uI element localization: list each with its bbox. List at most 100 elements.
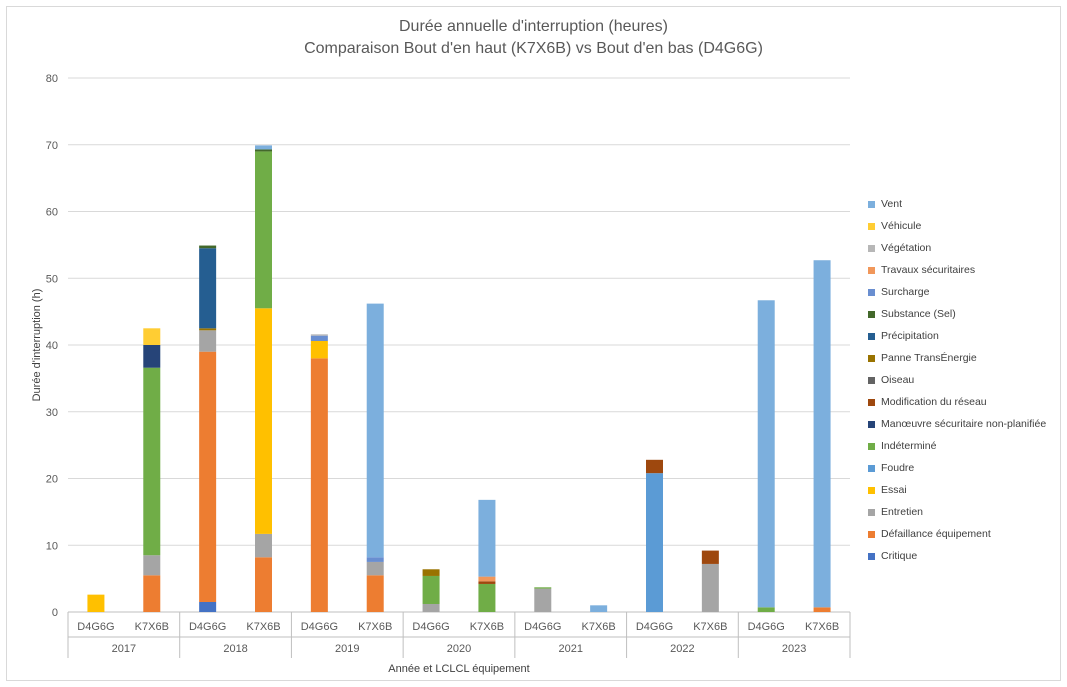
legend-label: Substance (Sel) bbox=[881, 308, 956, 320]
bar-segment bbox=[199, 330, 217, 352]
legend-item: Indéterminé bbox=[868, 435, 1063, 457]
legend-swatch bbox=[868, 354, 875, 362]
bar-segment bbox=[422, 603, 440, 612]
y-tick-label: 20 bbox=[46, 474, 58, 486]
legend-swatch bbox=[868, 420, 875, 428]
bar-segment bbox=[199, 328, 217, 331]
bar-segment bbox=[255, 151, 272, 309]
y-tick-label: 10 bbox=[46, 540, 58, 552]
legend-swatch bbox=[868, 442, 875, 450]
legend-item: Panne TransÉnergie bbox=[868, 347, 1063, 369]
bar-segment bbox=[534, 588, 552, 612]
legend-label: Foudre bbox=[881, 462, 915, 474]
legend-label: Véhicule bbox=[881, 220, 922, 232]
legend-swatch bbox=[868, 310, 875, 318]
year-label: 2018 bbox=[223, 643, 247, 655]
bar-segment bbox=[701, 550, 719, 564]
bar-segment bbox=[199, 351, 217, 602]
y-tick-label: 70 bbox=[46, 140, 58, 152]
year-label: 2019 bbox=[335, 643, 359, 655]
legend-swatch bbox=[868, 464, 875, 472]
legend-swatch bbox=[868, 332, 875, 340]
bar-segment bbox=[646, 459, 663, 474]
x-tick-label: D4G6G bbox=[301, 621, 338, 633]
legend-label: Défaillance équipement bbox=[881, 528, 991, 540]
x-tick-label: D4G6G bbox=[748, 621, 785, 633]
legend-swatch bbox=[868, 552, 875, 560]
legend-label: Précipitation bbox=[881, 330, 939, 342]
y-tick-label: 40 bbox=[46, 340, 58, 352]
legend-swatch bbox=[868, 244, 875, 252]
y-axis-title: Durée d'interruption (h) bbox=[31, 289, 43, 402]
bar-segment bbox=[143, 575, 161, 612]
legend-item: Modification du réseau bbox=[868, 391, 1063, 413]
legend-item: Substance (Sel) bbox=[868, 303, 1063, 325]
bar-segment bbox=[310, 358, 328, 612]
legend-swatch bbox=[868, 398, 875, 406]
bar-segment bbox=[478, 581, 496, 584]
bar-segment bbox=[757, 300, 775, 608]
bar-segment bbox=[590, 605, 608, 612]
bar-segment bbox=[143, 328, 161, 345]
legend-swatch bbox=[868, 200, 875, 208]
bar-segment bbox=[422, 575, 440, 604]
legend-label: Entretien bbox=[881, 506, 924, 518]
year-label: 2020 bbox=[447, 643, 471, 655]
bar-segment bbox=[478, 583, 496, 612]
legend-label: Vent bbox=[881, 198, 903, 210]
x-tick-label: K7X6B bbox=[135, 621, 169, 633]
y-tick-label: 50 bbox=[46, 273, 58, 285]
bar-segment bbox=[143, 367, 161, 556]
x-tick-label: D4G6G bbox=[636, 621, 673, 633]
legend-swatch bbox=[868, 508, 875, 516]
legend-label: Oiseau bbox=[881, 374, 915, 386]
bar-segment bbox=[310, 340, 328, 359]
legend-item: Travaux sécuritaires bbox=[868, 259, 1063, 281]
legend-item: Foudre bbox=[868, 457, 1063, 479]
legend-swatch bbox=[868, 376, 875, 384]
legend-item: Défaillance équipement bbox=[868, 523, 1063, 545]
bar-segment bbox=[310, 335, 328, 341]
chart-frame bbox=[6, 6, 1061, 681]
bar-segment bbox=[143, 345, 161, 368]
bar-segment bbox=[813, 260, 831, 608]
legend-item: Manœuvre sécuritaire non-planifiée bbox=[868, 413, 1063, 435]
legend-item: Précipitation bbox=[868, 325, 1063, 347]
x-tick-label: K7X6B bbox=[693, 621, 727, 633]
x-tick-label: D4G6G bbox=[77, 621, 114, 633]
x-tick-label: K7X6B bbox=[582, 621, 616, 633]
legend-item: Surcharge bbox=[868, 281, 1063, 303]
legend-item: Véhicule bbox=[868, 215, 1063, 237]
legend-swatch bbox=[868, 288, 875, 296]
y-tick-label: 60 bbox=[46, 207, 58, 219]
year-label: 2017 bbox=[112, 643, 136, 655]
legend-label: Modification du réseau bbox=[881, 396, 987, 408]
chart-title: Durée annuelle d'interruption (heures) bbox=[399, 18, 668, 35]
bar-segment bbox=[422, 569, 440, 576]
x-tick-label: D4G6G bbox=[189, 621, 226, 633]
year-label: 2022 bbox=[670, 643, 694, 655]
y-tick-label: 30 bbox=[46, 407, 58, 419]
chart-legend: Vent Véhicule Végétation Travaux sécuritair… bbox=[868, 193, 1063, 567]
legend-swatch bbox=[868, 266, 875, 274]
legend-label: Essai bbox=[881, 484, 907, 496]
x-tick-label: K7X6B bbox=[470, 621, 504, 633]
bar-segment bbox=[199, 245, 217, 249]
bar-segment bbox=[478, 499, 496, 577]
year-label: 2023 bbox=[782, 643, 806, 655]
legend-swatch bbox=[868, 486, 875, 494]
x-axis-title: Année et LCLCL équipement bbox=[388, 663, 529, 675]
bar-segment bbox=[255, 533, 272, 558]
legend-label: Panne TransÉnergie bbox=[881, 352, 977, 364]
legend-label: Végétation bbox=[881, 242, 932, 254]
bar-segment bbox=[366, 557, 384, 562]
bar-segment bbox=[366, 303, 384, 558]
x-tick-label: K7X6B bbox=[358, 621, 392, 633]
bar-segment bbox=[255, 145, 272, 150]
x-tick-label: K7X6B bbox=[805, 621, 839, 633]
x-tick-label: D4G6G bbox=[412, 621, 449, 633]
bar-segment bbox=[87, 594, 105, 612]
legend-item: Vent bbox=[868, 193, 1063, 215]
x-tick-label: K7X6B bbox=[246, 621, 280, 633]
